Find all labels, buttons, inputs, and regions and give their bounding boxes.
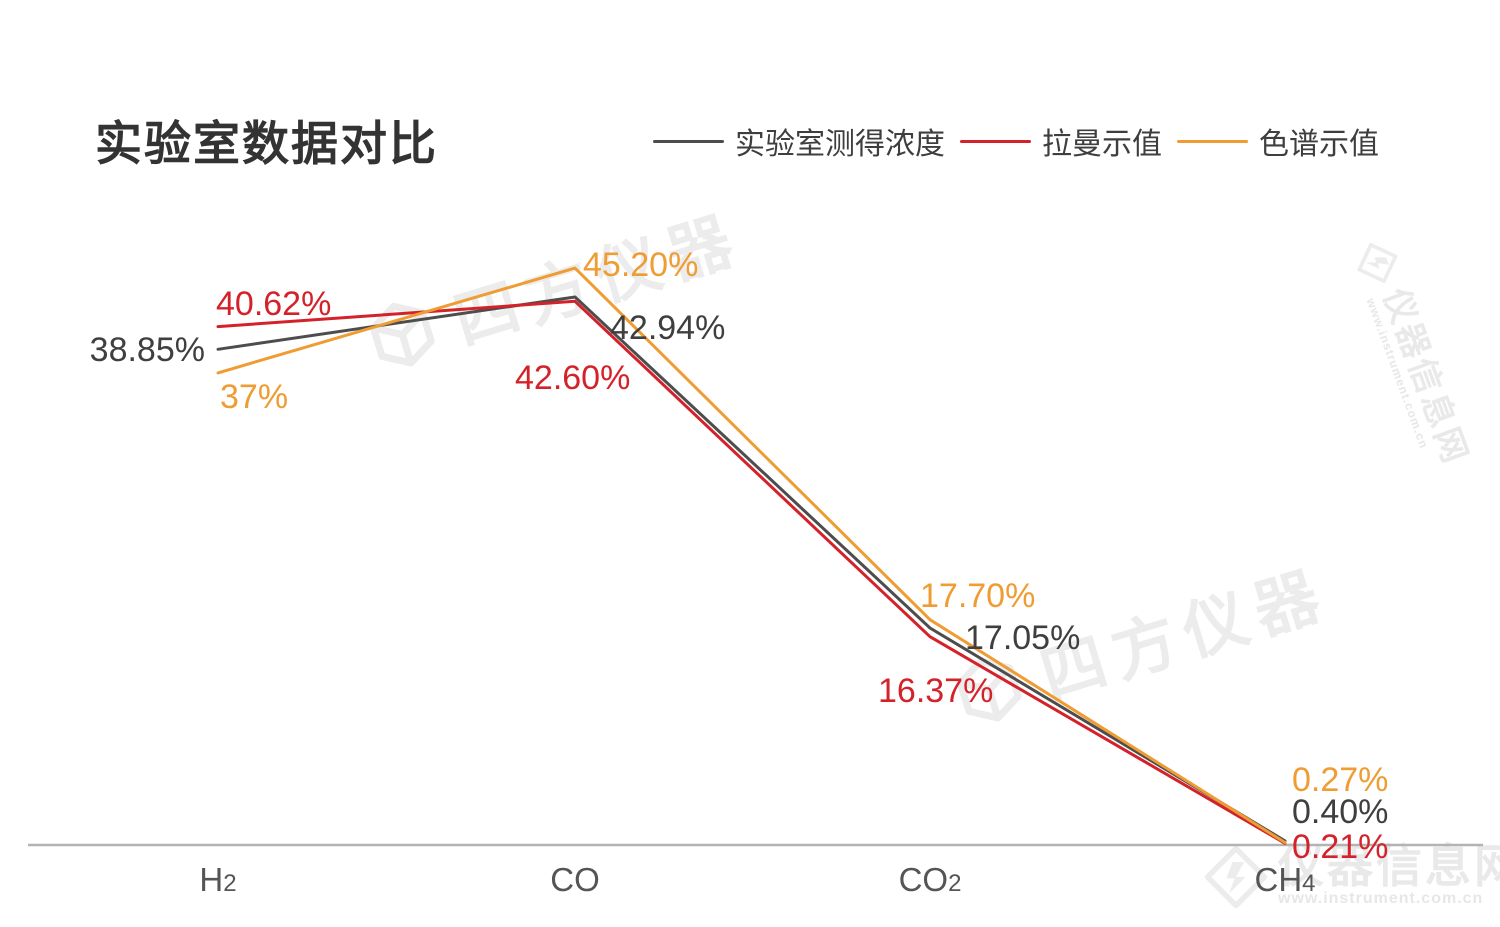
data-label-lab-CO: 42.94% xyxy=(610,309,725,347)
data-label-lab-CO2: 17.05% xyxy=(965,619,1080,657)
legend-label-raman: 拉曼示值 xyxy=(1042,128,1162,161)
legend-label-gc: 色谱示值 xyxy=(1259,128,1379,161)
legend-item-gc[interactable]: 色谱示值 xyxy=(1177,119,1379,163)
series-line-raman xyxy=(216,299,1287,845)
data-label-raman-H2: 40.62% xyxy=(216,285,331,323)
data-label-gc-CO: 45.20% xyxy=(583,246,698,284)
x-tick-CO: CO xyxy=(550,861,600,899)
series-line-lab xyxy=(216,295,1287,843)
data-label-gc-H2: 37% xyxy=(220,378,288,416)
data-label-raman-CO2: 16.37% xyxy=(878,672,993,710)
data-label-gc-CH4: 0.27% xyxy=(1292,761,1388,799)
x-tick-CO2: CO2 xyxy=(899,861,962,899)
data-label-gc-CO2: 17.70% xyxy=(920,577,1035,615)
x-tick-base: H xyxy=(199,861,224,898)
data-label-raman-CH4: 0.21% xyxy=(1292,828,1388,866)
legend-label-lab: 实验室测得浓度 xyxy=(735,128,945,161)
x-tick-base: CH xyxy=(1254,861,1303,898)
legend-item-lab[interactable]: 实验室测得浓度 xyxy=(653,119,945,163)
x-tick-CH4: CH4 xyxy=(1254,861,1315,899)
x-tick-H2: H2 xyxy=(199,861,236,899)
legend-line-swatch-gc xyxy=(1177,139,1248,143)
series-line-gc xyxy=(216,266,1287,844)
legend-item-raman[interactable]: 拉曼示值 xyxy=(960,119,1162,163)
data-label-raman-CO: 42.60% xyxy=(515,359,630,397)
legend: 实验室测得浓度 拉曼示值 色谱示值 xyxy=(653,121,1379,161)
data-label-lab-CH4: 0.40% xyxy=(1292,793,1388,831)
x-tick-base: CO xyxy=(550,861,600,898)
chart-title: 实验室数据对比 xyxy=(95,117,438,172)
x-tick-subscript: 2 xyxy=(223,870,237,897)
data-label-lab-H2: 38.85% xyxy=(90,331,205,369)
x-tick-subscript: 2 xyxy=(948,870,962,897)
x-tick-subscript: 4 xyxy=(1302,870,1316,897)
x-tick-base: CO xyxy=(898,861,949,898)
legend-line-swatch-raman xyxy=(960,139,1031,143)
legend-line-swatch-lab xyxy=(653,139,724,143)
